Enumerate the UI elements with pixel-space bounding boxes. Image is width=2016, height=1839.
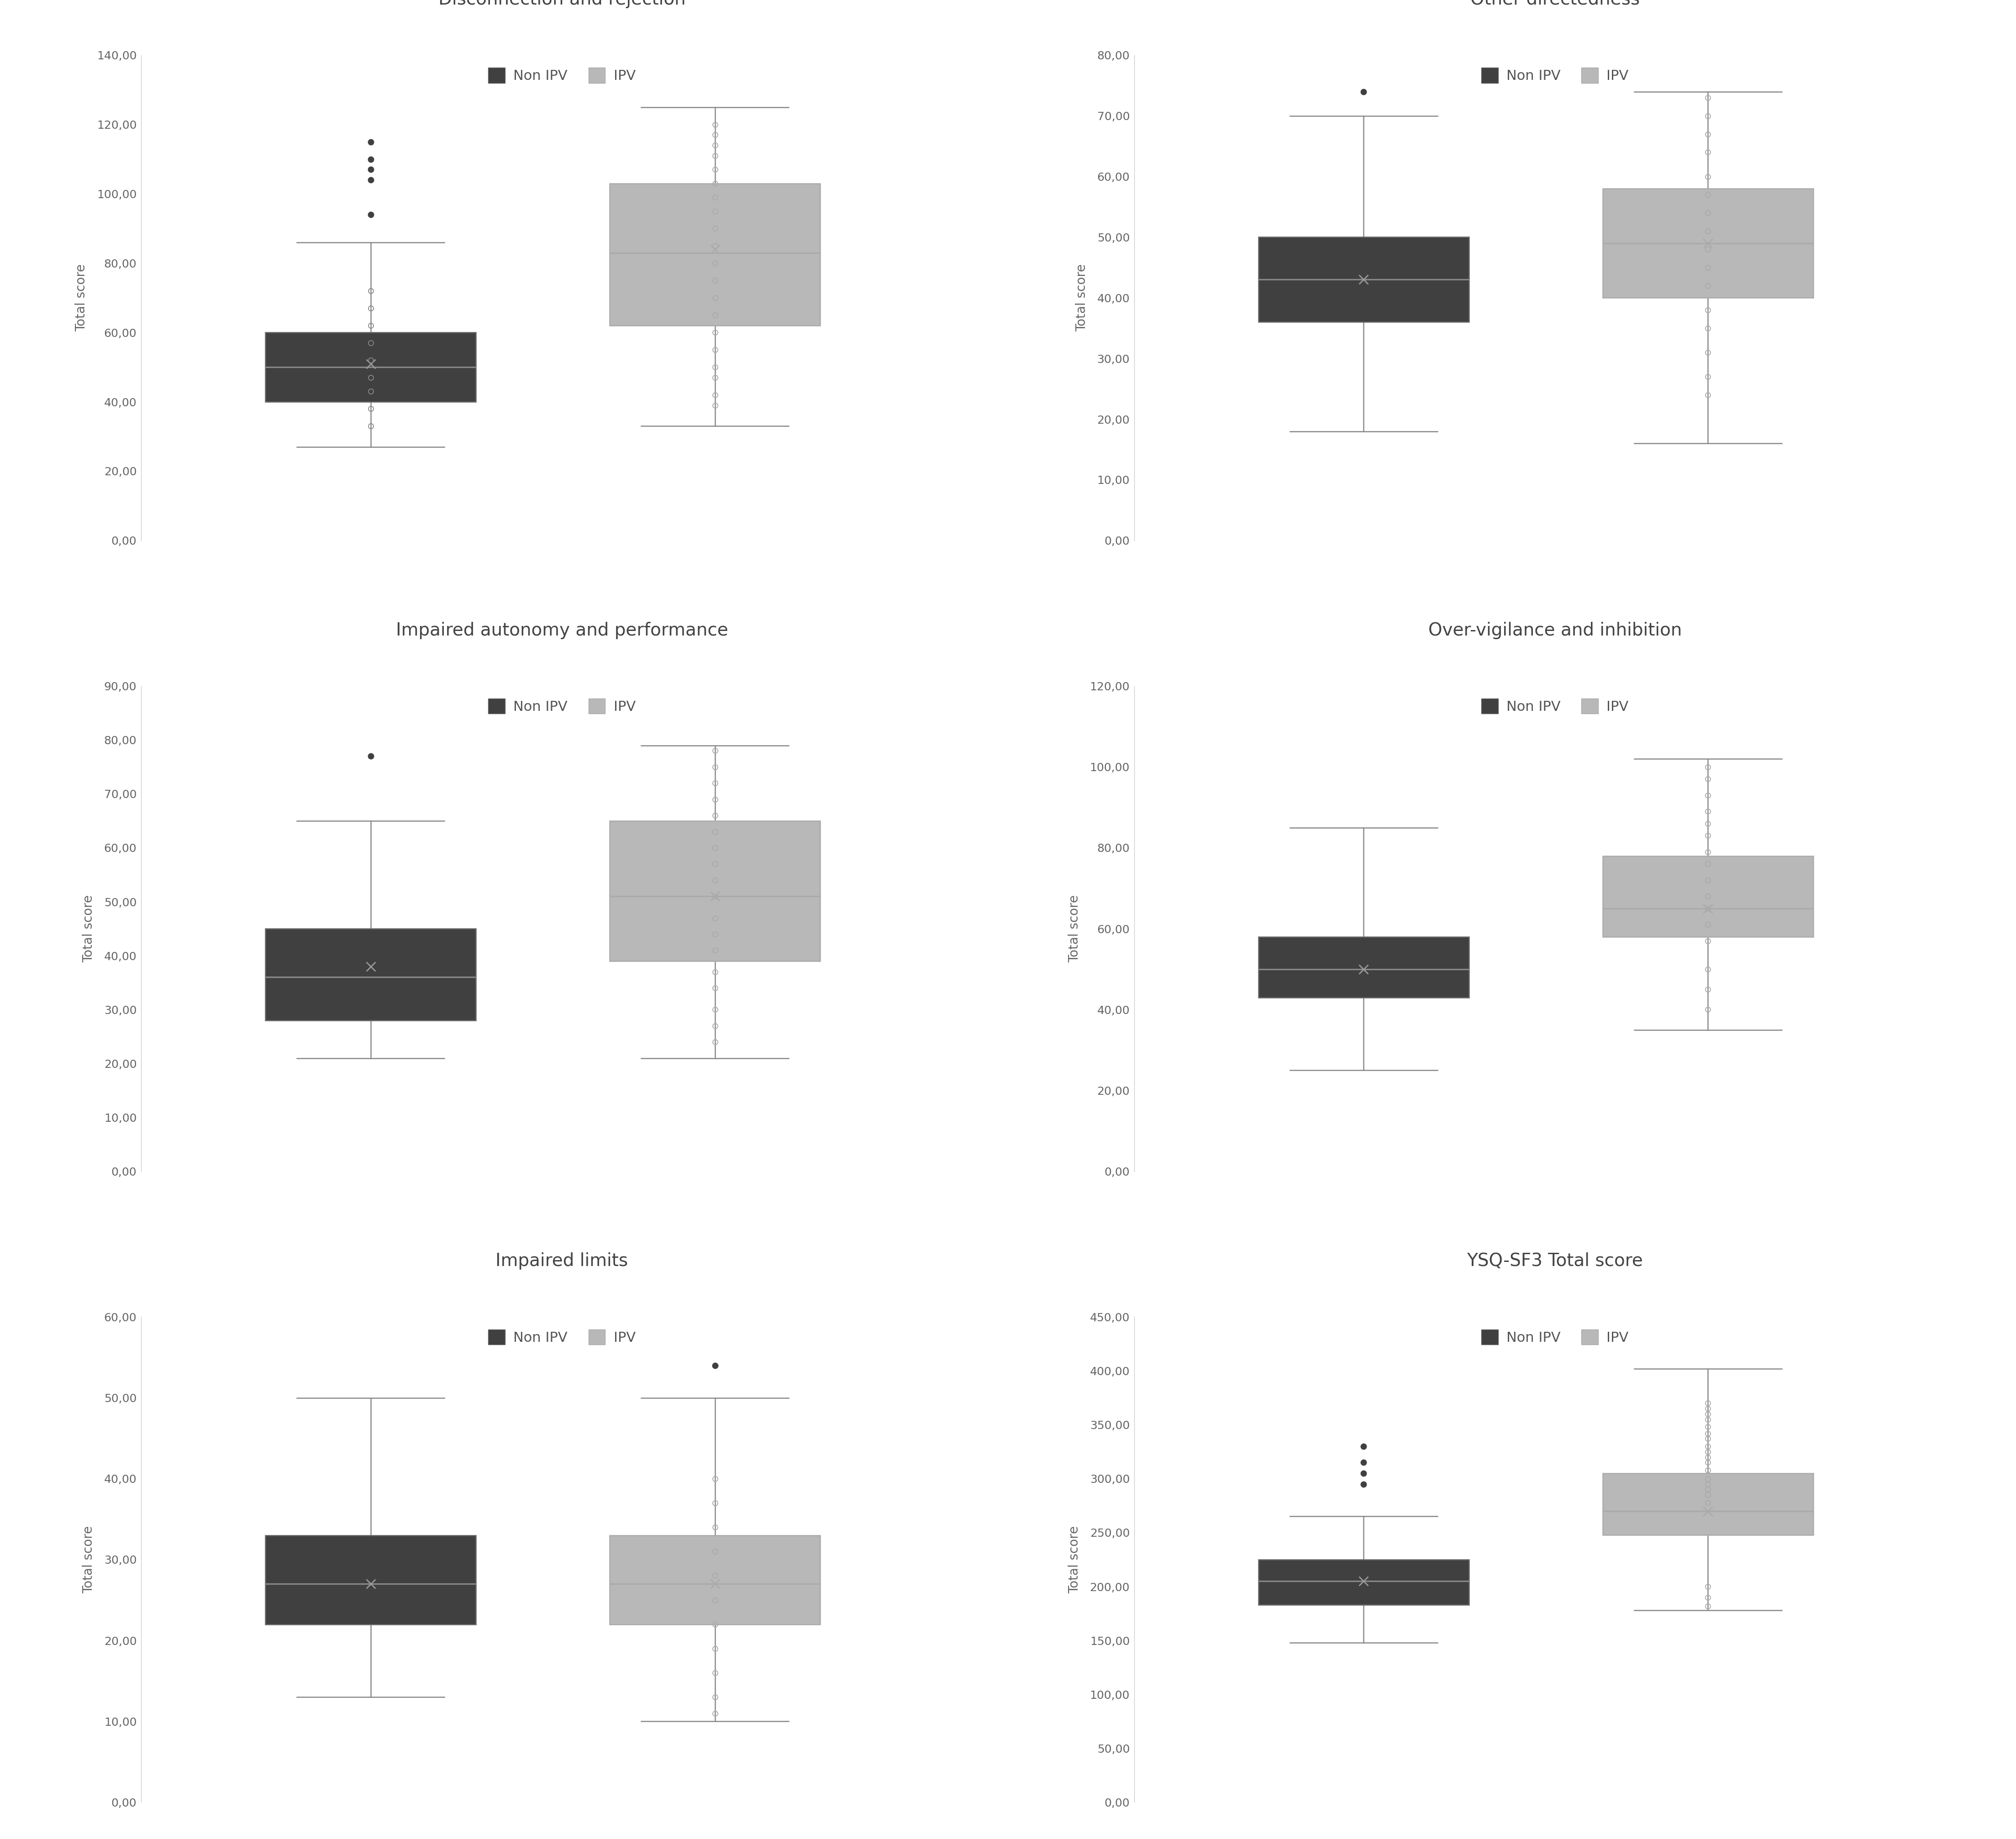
Bar: [1603, 189, 1812, 298]
Legend: Non IPV, IPV: Non IPV, IPV: [482, 693, 641, 719]
Y-axis label: Total score: Total score: [75, 265, 89, 331]
Bar: [1258, 1559, 1470, 1605]
Title: Other directedness: Other directedness: [1470, 0, 1639, 7]
Bar: [609, 1536, 821, 1624]
Y-axis label: Total score: Total score: [1068, 1526, 1081, 1593]
Bar: [1603, 1473, 1812, 1536]
Bar: [1258, 936, 1470, 997]
Bar: [609, 184, 821, 326]
Legend: Non IPV, IPV: Non IPV, IPV: [1476, 1324, 1635, 1350]
Title: Disconnection and rejection: Disconnection and rejection: [437, 0, 685, 7]
Title: Impaired limits: Impaired limits: [496, 1252, 629, 1271]
Bar: [266, 333, 476, 401]
Legend: Non IPV, IPV: Non IPV, IPV: [1476, 63, 1635, 88]
Y-axis label: Total score: Total score: [1075, 265, 1089, 331]
Bar: [1603, 855, 1812, 936]
Legend: Non IPV, IPV: Non IPV, IPV: [482, 1324, 641, 1350]
Title: YSQ-SF3 Total score: YSQ-SF3 Total score: [1468, 1252, 1643, 1271]
Bar: [266, 929, 476, 1021]
Y-axis label: Total score: Total score: [83, 1526, 95, 1593]
Title: Over-vigilance and inhibition: Over-vigilance and inhibition: [1427, 622, 1681, 638]
Y-axis label: Total score: Total score: [83, 896, 95, 962]
Legend: Non IPV, IPV: Non IPV, IPV: [1476, 693, 1635, 719]
Bar: [266, 1536, 476, 1624]
Y-axis label: Total score: Total score: [1068, 896, 1081, 962]
Bar: [609, 820, 821, 962]
Legend: Non IPV, IPV: Non IPV, IPV: [482, 63, 641, 88]
Title: Impaired autonomy and performance: Impaired autonomy and performance: [395, 622, 728, 638]
Bar: [1258, 237, 1470, 322]
